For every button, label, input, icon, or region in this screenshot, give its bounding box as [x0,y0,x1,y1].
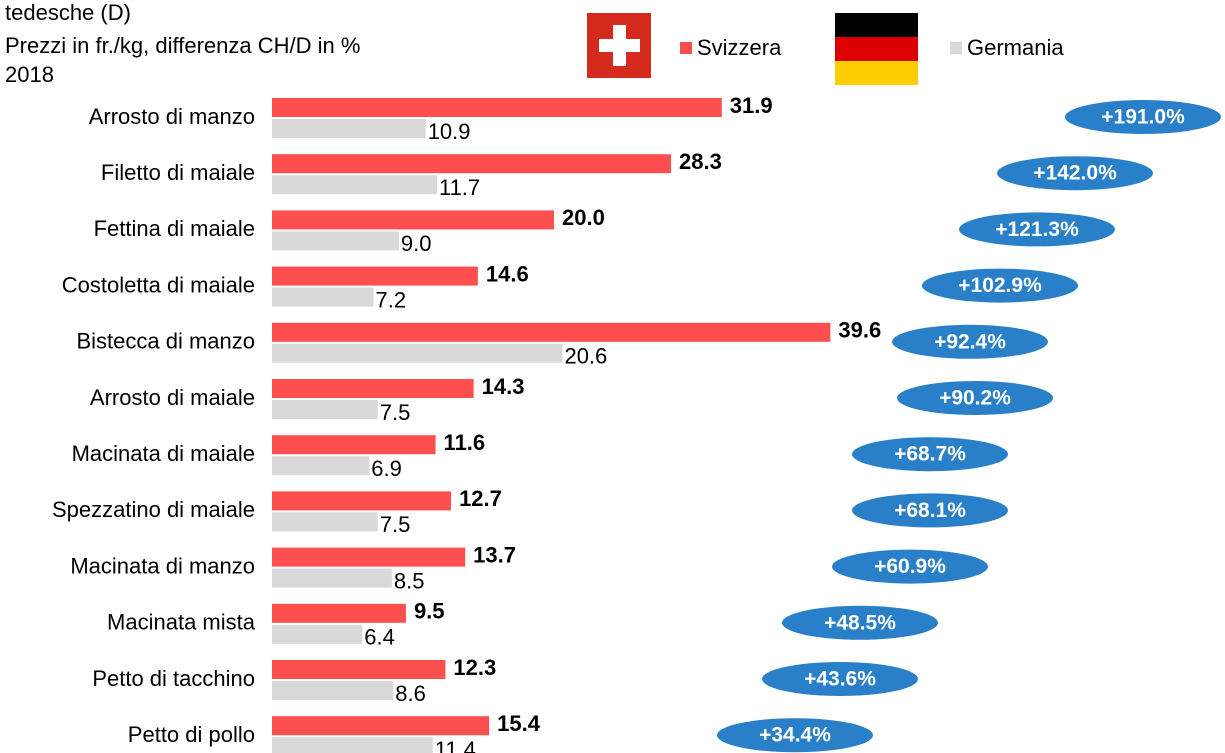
bar [272,435,436,455]
difference-label: +92.4% [934,330,1006,353]
bar [272,98,722,117]
difference-bubble [892,324,1048,359]
value-label bold: 12.7 [459,486,502,511]
difference-bubble [922,268,1078,303]
bar [272,322,831,342]
value-label bold: 14.3 [482,374,525,399]
value-label bold: 31.9 [730,93,773,118]
value-label: 9.0 [401,231,432,256]
value-label bold: 15.4 [497,711,541,736]
difference-label: +68.1% [894,499,966,522]
value-label bold: 28.3 [679,149,722,174]
legend-label: Germania [967,35,1064,60]
value-label bold: 9.5 [414,599,445,624]
bar [272,210,554,230]
bar [272,512,378,532]
chart-subtitle: Prezzi in fr./kg, differenza CH/D in % [5,33,360,58]
bar [272,154,672,174]
difference-bubble [897,381,1053,415]
category-label: Filetto di maiale [101,160,255,185]
value-label: 8.5 [394,568,425,593]
bar [272,119,426,138]
bar [272,737,433,753]
bar [272,716,490,736]
value-label: 7.5 [380,512,411,537]
difference-bubble [762,662,918,696]
difference-label: +34.4% [759,724,831,747]
value-label: 7.5 [380,400,411,425]
bar [272,624,363,644]
category-label: Petto di pollo [128,722,255,747]
bar [272,491,452,511]
legend-swatch [950,42,962,54]
value-label: 6.9 [371,456,402,481]
bar [272,660,446,679]
difference-label: +102.9% [958,274,1042,297]
value-label: 11.7 [439,175,480,200]
bar [272,603,406,623]
bar [272,266,478,286]
category-label: Costoletta di maiale [62,272,255,297]
value-label bold: 13.7 [473,542,516,567]
value-label bold: 39.6 [838,318,881,343]
category-label: Macinata mista [107,610,256,635]
bar [272,343,563,363]
bar [272,681,394,700]
bar [272,287,374,307]
value-label bold: 14.6 [486,261,529,286]
value-label: 11.4 [435,737,476,753]
difference-label: +191.0% [1101,106,1185,129]
difference-bubble [1065,100,1221,134]
category-label: Macinata di manzo [70,553,255,578]
swiss-flag [587,13,651,78]
value-label bold: 12.3 [453,655,496,680]
legend-swatch [680,42,692,54]
bar [272,175,437,195]
category-label: Bistecca di manzo [76,329,255,354]
difference-bubble [782,605,938,640]
difference-label: +68.7% [894,443,966,466]
difference-label: +43.6% [804,668,876,691]
difference-label: +90.2% [939,387,1011,410]
category-label: Macinata di maiale [72,441,255,466]
bar [272,568,392,588]
german-flag [835,13,918,85]
difference-bubble [852,493,1008,528]
category-label: Fettina di maiale [94,216,255,241]
value-label: 6.4 [364,625,395,650]
value-label: 8.6 [395,681,426,706]
bar [272,456,370,476]
value-label: 7.2 [376,287,407,312]
value-label bold: 11.6 [444,430,486,455]
value-label: 10.9 [428,119,471,144]
category-label: Arrosto di manzo [89,104,255,129]
chart-title: tedesche (D) [5,0,131,25]
bar [272,231,399,251]
difference-bubble [832,549,988,584]
chart-year: 2018 [5,62,54,87]
bar [272,379,474,398]
difference-label: +142.0% [1033,162,1117,185]
difference-bubble [997,156,1153,191]
bar [272,400,378,419]
difference-bubble [959,212,1115,247]
bar [272,547,466,567]
difference-bubble [852,437,1008,472]
difference-bubble [717,718,873,753]
category-label: Arrosto di maiale [90,385,255,410]
difference-label: +60.9% [874,555,946,578]
category-label: Spezzatino di maiale [52,497,255,522]
value-label bold: 20.0 [562,205,605,230]
value-label: 20.6 [564,344,607,369]
difference-label: +121.3% [995,218,1079,241]
legend-label: Svizzera [697,35,782,60]
category-label: Petto di tacchino [92,666,255,691]
difference-label: +48.5% [824,611,896,634]
